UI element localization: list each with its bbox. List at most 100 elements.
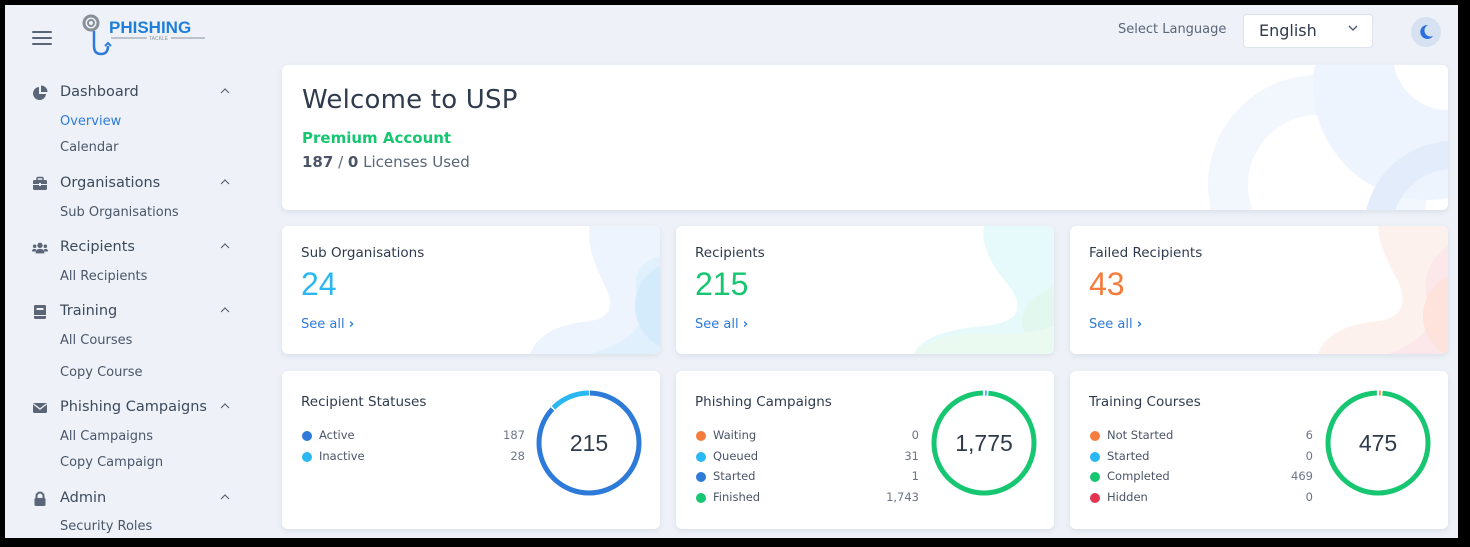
stat-title: Recipients <box>695 245 765 261</box>
dark-mode-toggle[interactable] <box>1411 17 1441 47</box>
chevron-up-icon <box>220 179 230 185</box>
legend-dot <box>696 451 706 462</box>
see-all-failed-recipients-link[interactable]: See all › <box>1089 317 1142 332</box>
legend-dot <box>302 451 312 462</box>
sidebar-item-label: Recipients <box>60 239 135 255</box>
sidebar-subitem-security-roles[interactable]: Security Roles <box>60 519 153 534</box>
sidebar-subitem-all-recipients[interactable]: All Recipients <box>60 269 148 284</box>
legend-value: 469 <box>1291 469 1313 484</box>
training-courses-card: Training Courses Not Started 6 Started 0… <box>1070 371 1448 529</box>
legend-label: Inactive <box>319 448 365 463</box>
sidebar-item-label: Dashboard <box>60 84 139 100</box>
see-all-label: See all <box>301 317 345 332</box>
chevron-right-icon: › <box>742 317 749 332</box>
see-all-sub-organisations-link[interactable]: See all › <box>301 317 354 332</box>
chevron-up-icon <box>220 307 230 313</box>
licenses-used: 187 / 0 Licenses Used <box>302 153 470 171</box>
stat-value: 43 <box>1089 266 1125 302</box>
chevron-down-icon <box>1348 25 1358 31</box>
legend-dot <box>1090 472 1100 483</box>
logo[interactable]: PHISHING TACKLE <box>81 13 211 61</box>
language-label: Select Language <box>1118 22 1227 37</box>
sidebar-subitem-calendar[interactable]: Calendar <box>60 140 119 155</box>
sidebar-subitem-all-campaigns[interactable]: All Campaigns <box>60 429 154 444</box>
chevron-up-icon <box>220 243 230 249</box>
sidebar-item-label: Admin <box>60 490 107 506</box>
decorative-circles-icon <box>1208 65 1448 210</box>
svg-text:TACKLE: TACKLE <box>149 36 169 42</box>
legend-value: 31 <box>904 448 919 463</box>
legend-dot <box>1090 451 1100 462</box>
legend-dot <box>696 493 706 504</box>
language-value: English <box>1259 21 1317 40</box>
decorative-blob-icon <box>530 226 660 354</box>
sidebar-subitem-overview[interactable]: Overview <box>60 114 122 129</box>
legend-value: 187 <box>503 428 525 442</box>
sidebar-subitem-copy-campaign[interactable]: Copy Campaign <box>60 455 164 470</box>
legend-item-completed[interactable]: Completed 469 <box>1089 468 1313 489</box>
chart-title: Phishing Campaigns <box>695 394 832 410</box>
sidebar-item-admin[interactable]: Admin <box>5 488 265 510</box>
legend-item-active[interactable]: Active 187 <box>301 427 525 448</box>
sidebar-item-recipients[interactable]: Recipients <box>5 237 265 259</box>
sidebar-subitem-copy-course[interactable]: Copy Course <box>60 365 143 380</box>
legend-item-queued[interactable]: Queued 31 <box>695 448 919 469</box>
sidebar-subitem-all-courses[interactable]: All Courses <box>60 333 133 348</box>
decorative-blob-icon <box>1318 226 1448 354</box>
legend-item-started[interactable]: Started 1 <box>695 468 919 489</box>
legend-value: 0 <box>1305 490 1313 505</box>
donut-total: 1,775 <box>955 429 1013 456</box>
see-all-recipients-link[interactable]: See all › <box>695 317 748 332</box>
legend-value: 6 <box>1305 428 1313 442</box>
chart-legend: Not Started 6 Started 0 Completed 469 Hi… <box>1089 427 1313 510</box>
legend-dot <box>696 472 706 483</box>
legend-dot <box>1090 493 1100 504</box>
briefcase-icon <box>33 176 47 190</box>
legend-label: Queued <box>713 448 759 463</box>
legend-item-hidden[interactable]: Hidden 0 <box>1089 489 1313 510</box>
sidebar-item-training[interactable]: Training <box>5 301 265 323</box>
legend-dot <box>696 431 706 441</box>
hamburger-line <box>32 37 52 39</box>
stat-card-sub-organisations: Sub Organisations 24 See all › <box>282 226 660 354</box>
decorative-blob-icon <box>914 226 1054 354</box>
sidebar-item-label: Training <box>60 303 118 319</box>
phishing-campaigns-card: Phishing Campaigns Waiting 0 Queued 31 S… <box>676 371 1054 529</box>
legend-value: 0 <box>1305 448 1313 463</box>
donut-chart[interactable] <box>930 389 1038 497</box>
sidebar-item-phishing-campaigns[interactable]: Phishing Campaigns <box>5 397 265 419</box>
donut-total: 215 <box>569 429 609 456</box>
recipient-statuses-card: Recipient Statuses Active 187 Inactive 2… <box>282 371 660 529</box>
legend-label: Started <box>713 469 756 484</box>
book-icon <box>34 305 46 319</box>
legend-item-finished[interactable]: Finished 1,743 <box>695 489 919 510</box>
legend-label: Active <box>319 428 355 442</box>
legend-value: 28 <box>510 448 525 463</box>
sidebar-item-organisations[interactable]: Organisations <box>5 173 265 195</box>
sidebar-item-dashboard[interactable]: Dashboard <box>5 82 265 104</box>
see-all-label: See all <box>695 317 739 332</box>
chart-legend: Active 187 Inactive 28 <box>301 427 525 468</box>
donut-chart[interactable] <box>535 389 643 497</box>
sidebar-item-label: Phishing Campaigns <box>60 399 207 415</box>
welcome-card: Welcome to USP Premium Account 187 / 0 L… <box>282 65 1448 210</box>
donut-chart[interactable] <box>1324 389 1432 497</box>
legend-item-waiting[interactable]: Waiting 0 <box>695 427 919 448</box>
menu-toggle-button[interactable] <box>32 31 52 45</box>
language-select[interactable]: English <box>1243 14 1373 48</box>
chevron-up-icon <box>220 88 230 94</box>
legend-label: Completed <box>1107 469 1170 484</box>
chart-title: Training Courses <box>1089 394 1201 410</box>
legend-item-started[interactable]: Started 0 <box>1089 448 1313 469</box>
legend-item-inactive[interactable]: Inactive 28 <box>301 448 525 469</box>
welcome-title: Welcome to USP <box>302 85 518 115</box>
chart-legend: Waiting 0 Queued 31 Started 1 Finished 1… <box>695 427 919 510</box>
svg-text:PHISHING: PHISHING <box>109 18 191 37</box>
sidebar-subitem-sub-organisations[interactable]: Sub Organisations <box>60 205 179 220</box>
sidebar-item-label: Organisations <box>60 175 161 191</box>
licenses-total: 0 <box>347 153 359 171</box>
chevron-right-icon: › <box>348 317 355 332</box>
legend-item-not-started[interactable]: Not Started 6 <box>1089 427 1313 448</box>
lock-icon <box>34 491 46 506</box>
legend-label: Started <box>1107 448 1150 463</box>
